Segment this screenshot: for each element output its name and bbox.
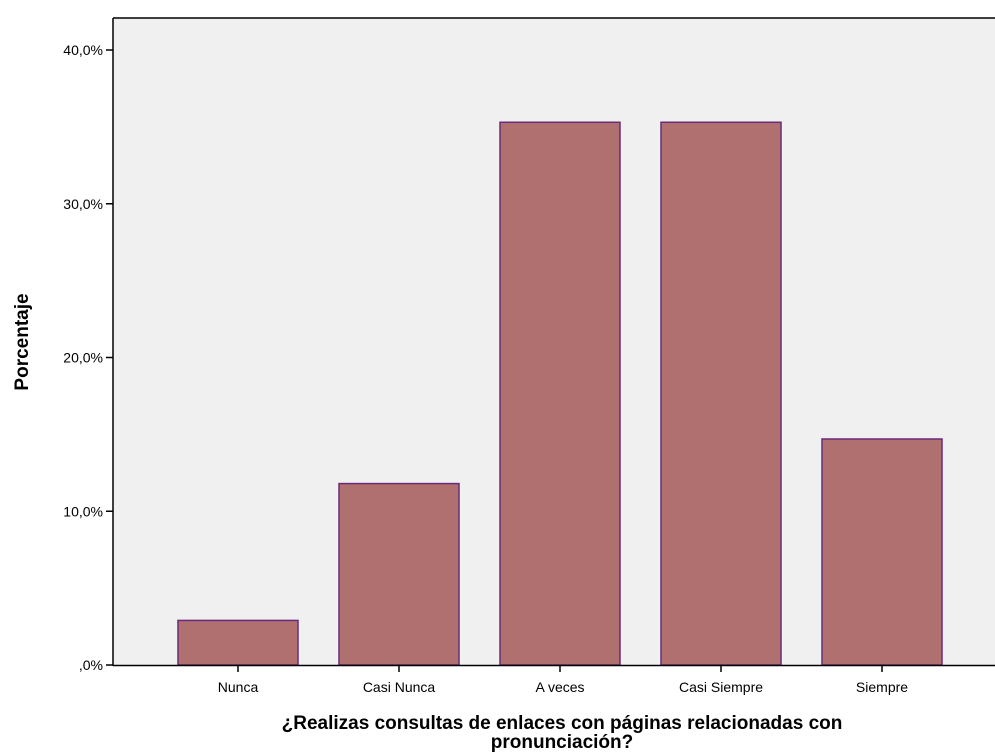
x-ticks-group: Nunca Casi Nunca A veces Casi Siempre Siempr… <box>218 665 908 695</box>
x-tick-label-casi-siempre: Casi Siempre <box>679 679 763 695</box>
y-tick-label: 30,0% <box>63 196 103 212</box>
bar-a-veces <box>499 121 621 666</box>
x-tick-label-a-veces: A veces <box>535 679 584 695</box>
y-tick-label: 10,0% <box>63 503 103 519</box>
bars-group <box>177 121 943 666</box>
axes-group <box>112 17 995 667</box>
y-tick-label: 20,0% <box>63 350 103 366</box>
x-axis-title-line-2: pronunciación? <box>491 732 634 753</box>
bar-casi-nunca <box>338 482 460 666</box>
y-axis-title: Porcentaje <box>12 293 33 390</box>
bar-casi-siempre <box>660 121 782 666</box>
bar-nunca <box>177 619 299 666</box>
y-ticks-group: ,0% 10,0% 20,0% 30,0% 40,0% <box>63 42 113 673</box>
y-tick-label: 40,0% <box>63 42 103 58</box>
x-axis-title-line-1: ¿Realizas consultas de enlaces con págin… <box>282 713 843 734</box>
bar-siempre <box>821 438 943 666</box>
y-tick-label: ,0% <box>79 657 103 673</box>
x-tick-label-nunca: Nunca <box>218 679 259 695</box>
x-tick-label-siempre: Siempre <box>856 679 908 695</box>
x-tick-label-casi-nunca: Casi Nunca <box>363 679 436 695</box>
